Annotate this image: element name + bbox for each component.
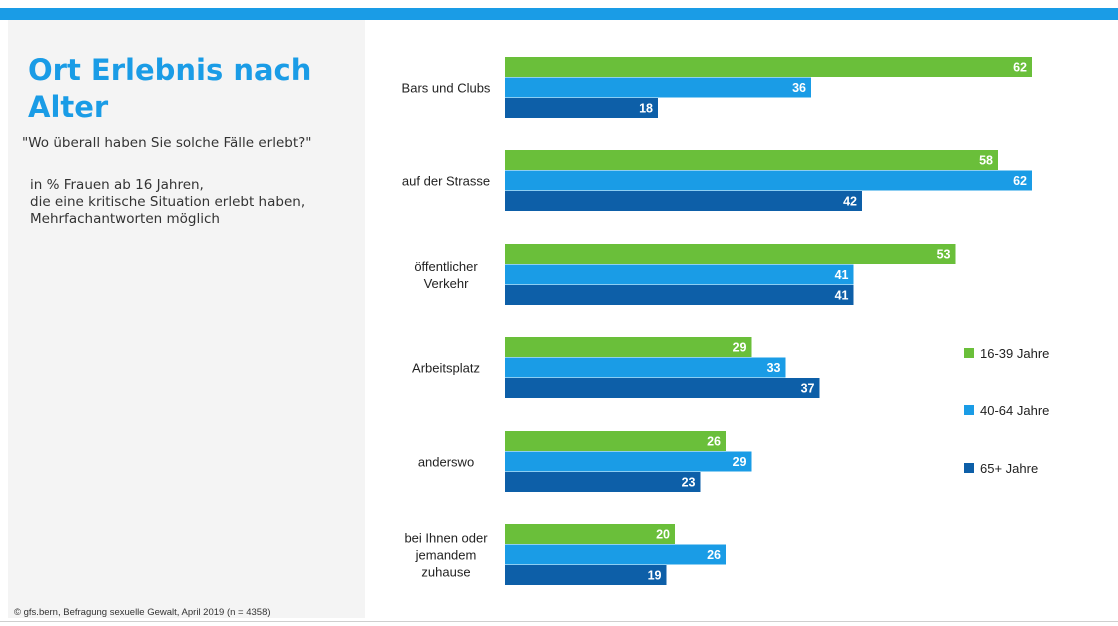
category-label: auf der Strasse	[402, 173, 490, 188]
bar-value-label: 37	[801, 382, 815, 396]
category-label: Arbeitsplatz	[412, 360, 480, 375]
bar	[505, 191, 862, 211]
bar	[505, 451, 752, 472]
bar	[505, 244, 956, 264]
bar-value-label: 29	[733, 455, 747, 469]
legend-label: 65+ Jahre	[980, 461, 1038, 476]
bar	[505, 285, 854, 305]
bar	[505, 544, 726, 565]
category-label: jemandem	[415, 547, 477, 562]
bar	[505, 378, 820, 398]
legend-swatch	[964, 463, 974, 473]
bar-value-label: 62	[1013, 174, 1027, 188]
category-label: Verkehr	[424, 276, 469, 291]
bar	[505, 431, 726, 451]
category-label: Bars und Clubs	[402, 80, 491, 95]
legend-label: 40-64 Jahre	[980, 403, 1049, 418]
chart-description: in % Frauen ab 16 Jahren, die eine kriti…	[30, 177, 360, 228]
bar	[505, 98, 658, 118]
bar	[505, 337, 752, 357]
page-title: Ort Erlebnis nach Alter	[28, 53, 312, 124]
bar-value-label: 62	[1013, 61, 1027, 75]
bar-value-label: 26	[707, 548, 721, 562]
left-info-panel	[8, 20, 365, 618]
bar	[505, 472, 701, 492]
bar	[505, 524, 675, 544]
category-label: bei Ihnen oder	[404, 530, 488, 545]
bar-value-label: 58	[979, 154, 993, 168]
bar-value-label: 23	[682, 476, 696, 490]
description-line: Mehrfachantworten möglich	[30, 211, 220, 227]
survey-question: "Wo überall haben Sie solche Fälle erleb…	[22, 135, 312, 151]
bar-value-label: 19	[648, 569, 662, 583]
legend-label: 16-39 Jahre	[980, 346, 1049, 361]
description-line: in % Frauen ab 16 Jahren,	[30, 177, 204, 193]
bar-value-label: 41	[835, 268, 849, 282]
legend-swatch	[964, 405, 974, 415]
bar-value-label: 29	[733, 341, 747, 355]
bar	[505, 357, 786, 378]
bar	[505, 57, 1032, 77]
description-line: die eine kritische Situation erlebt habe…	[30, 194, 306, 210]
bar	[505, 170, 1032, 191]
category-label: öffentlicher	[414, 259, 478, 274]
bar	[505, 77, 811, 98]
bar-value-label: 26	[707, 435, 721, 449]
bottom-divider	[0, 621, 1118, 622]
bar-value-label: 42	[843, 195, 857, 209]
bar	[505, 264, 854, 285]
legend-swatch	[964, 348, 974, 358]
bar-value-label: 53	[937, 248, 951, 262]
category-label: anderswo	[418, 454, 474, 469]
bar-value-label: 18	[639, 102, 653, 116]
bar-value-label: 20	[656, 528, 670, 542]
bar	[505, 565, 667, 585]
bar-value-label: 41	[835, 289, 849, 303]
bar	[505, 150, 998, 170]
source-note: © gfs.bern, Befragung sexuelle Gewalt, A…	[14, 607, 271, 618]
category-label: zuhause	[421, 564, 470, 579]
bar-value-label: 36	[792, 81, 806, 95]
bar-value-label: 33	[767, 361, 781, 375]
top-accent-bar	[0, 8, 1118, 20]
